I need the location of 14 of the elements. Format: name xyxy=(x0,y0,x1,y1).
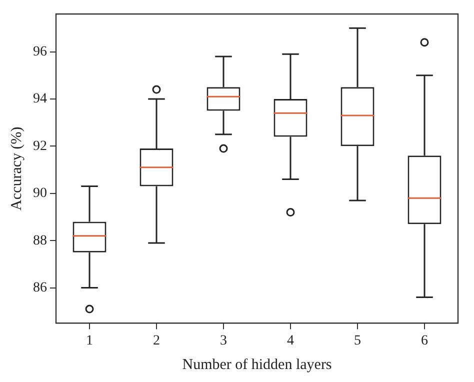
x-tick-label: 1 xyxy=(86,333,93,348)
x-tick-label: 5 xyxy=(354,333,361,348)
y-tick-label: 86 xyxy=(33,280,47,296)
y-tick-label: 94 xyxy=(33,92,47,107)
x-axis-title: Number of hidden layers xyxy=(182,356,332,373)
x-tick-label: 2 xyxy=(153,333,160,348)
y-tick-label: 92 xyxy=(33,138,47,154)
y-tick-label: 88 xyxy=(33,233,47,248)
y-axis-title: Accuracy (%) xyxy=(8,126,25,210)
y-tick-label: 96 xyxy=(33,44,47,60)
x-tick-label: 3 xyxy=(220,333,227,348)
x-tick-label: 6 xyxy=(421,333,428,348)
x-tick-label: 4 xyxy=(287,333,294,348)
y-tick-label: 90 xyxy=(33,186,47,202)
